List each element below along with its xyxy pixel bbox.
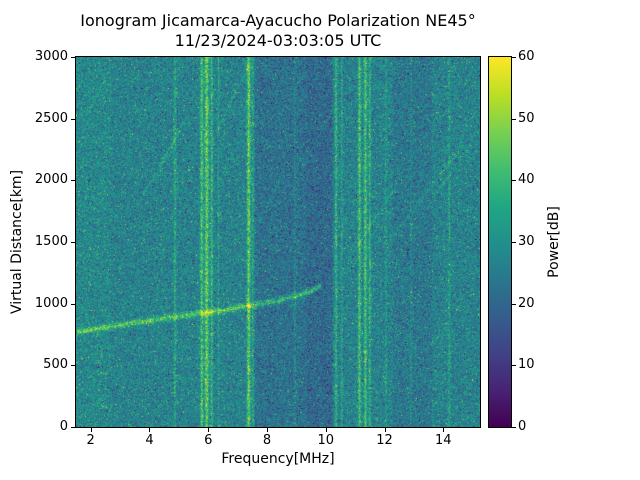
y-tick-label: 1000 bbox=[34, 295, 68, 311]
x-tick-mark bbox=[325, 428, 327, 432]
colorbar-label: Power[dB] bbox=[546, 206, 562, 278]
colorbar-tick-mark bbox=[512, 303, 516, 305]
y-tick-mark bbox=[71, 427, 75, 428]
colorbar-tick-mark bbox=[512, 180, 516, 182]
y-tick-mark bbox=[71, 303, 75, 305]
x-tick-label: 6 bbox=[204, 433, 213, 448]
colorbar-tick-label: 10 bbox=[518, 357, 535, 373]
x-axis-label: Frequency[MHz] bbox=[221, 451, 335, 467]
chart-subtitle: 11/23/2024-03:03:05 UTC bbox=[174, 31, 382, 50]
y-tick-mark bbox=[71, 180, 75, 182]
colorbar-tick-mark bbox=[512, 427, 516, 428]
y-tick-mark bbox=[71, 57, 75, 58]
x-tick-label: 12 bbox=[376, 433, 393, 448]
y-tick-label: 500 bbox=[43, 357, 68, 373]
y-tick-label: 3000 bbox=[34, 49, 68, 64]
x-tick-mark bbox=[90, 428, 92, 432]
y-tick-label: 1500 bbox=[34, 234, 68, 249]
x-tick-mark bbox=[384, 428, 386, 432]
y-tick-label: 2500 bbox=[34, 110, 68, 126]
x-tick-label: 14 bbox=[434, 433, 452, 448]
x-tick-label: 8 bbox=[262, 433, 272, 448]
y-tick-mark bbox=[71, 242, 75, 243]
x-tick-mark bbox=[266, 428, 268, 432]
x-tick-label: 4 bbox=[145, 433, 154, 448]
ionogram-heatmap-canvas bbox=[76, 57, 480, 427]
x-tick-label: 2 bbox=[86, 433, 95, 448]
colorbar-tick-label: 0 bbox=[518, 419, 527, 434]
y-tick-mark bbox=[71, 365, 75, 367]
colorbar-canvas bbox=[489, 57, 511, 427]
colorbar-tick-mark bbox=[512, 242, 516, 243]
colorbar-tick-mark bbox=[512, 365, 516, 367]
y-tick-label: 2000 bbox=[34, 172, 68, 188]
colorbar-tick-label: 60 bbox=[518, 49, 535, 64]
colorbar-tick-label: 50 bbox=[518, 110, 535, 126]
colorbar-tick-label: 20 bbox=[518, 295, 535, 311]
colorbar-frame bbox=[488, 56, 512, 428]
x-tick-mark bbox=[208, 428, 210, 432]
y-tick-label: 0 bbox=[59, 419, 68, 434]
x-tick-mark bbox=[149, 428, 151, 432]
plot-frame bbox=[75, 56, 481, 428]
chart-title: Ionogram Jicamarca-Ayacucho Polarization… bbox=[80, 11, 476, 30]
y-tick-mark bbox=[71, 118, 75, 120]
colorbar-tick-label: 30 bbox=[518, 234, 535, 249]
x-tick-mark bbox=[443, 428, 445, 432]
colorbar-tick-mark bbox=[512, 118, 516, 120]
y-axis-label: Virtual Distance[km] bbox=[9, 169, 25, 315]
colorbar-tick-label: 40 bbox=[518, 172, 535, 188]
x-tick-label: 10 bbox=[317, 433, 334, 448]
colorbar-tick-mark bbox=[512, 57, 516, 58]
